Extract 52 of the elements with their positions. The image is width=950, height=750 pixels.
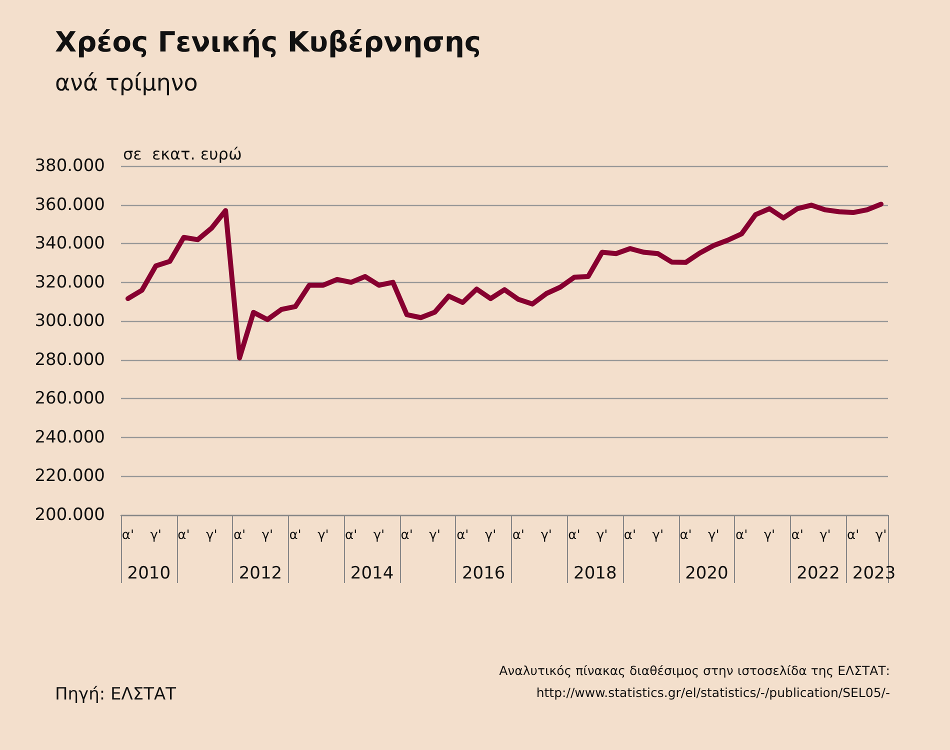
y-tick-label: 360.000 [34, 194, 105, 215]
x2-tick-label: 2014 [350, 564, 394, 584]
text: Αναλυτικός πίνακας διαθέσιμος στην ιστοσελίδα της ΕΛΣΤΑΤ: [499, 663, 890, 678]
y-tick-label: 300.000 [34, 311, 105, 332]
x2-tick-label: 2018 [574, 564, 617, 584]
x-tick-label: α' [400, 528, 413, 543]
text: Πηγή: ΕΛΣΤΑΤ [55, 684, 177, 704]
x-tick-label: α' [289, 528, 302, 543]
y-tick-label: 200.000 [34, 505, 105, 525]
x-tick-label: γ' [373, 528, 385, 543]
x2-tick-label: 2016 [462, 564, 506, 584]
x-tick-label: α' [791, 528, 804, 543]
x-tick-label: α' [512, 528, 525, 543]
x-tick-label: α' [178, 528, 190, 543]
x-tick-label: γ' [206, 528, 218, 543]
x-tick-label: α' [680, 528, 692, 543]
y-tick-label: 320.000 [34, 272, 105, 292]
y-axis-title: σε εκατ. ευρώ [123, 144, 242, 164]
x2-tick-label: 2022 [796, 564, 840, 584]
x-tick-label: α' [122, 528, 134, 543]
x2-tick-label: 2023 [852, 564, 896, 584]
x-tick-label: α' [568, 528, 580, 543]
x2-tick-label: 2020 [685, 564, 728, 584]
x-tick-label: α' [345, 528, 358, 543]
x-tick-label: α' [624, 528, 636, 543]
y-tick-label: 220.000 [34, 466, 105, 486]
x-tick-label: γ' [652, 528, 664, 543]
y-tick-label: 340.000 [34, 234, 105, 254]
x-tick-label: γ' [484, 528, 496, 543]
text: http://www.statistics.gr/el/statistics/-/publication/SEL05/- [536, 685, 890, 700]
x-tick-label: γ' [429, 528, 440, 543]
x-tick-label: γ' [820, 528, 831, 543]
x2-tick-label: 2010 [127, 564, 171, 584]
chart-title: Χρέος Γενικής Κυβέρνησης [55, 26, 482, 58]
y-tick-label: 240.000 [34, 427, 105, 448]
x-tick-label: γ' [764, 528, 776, 543]
x-tick-label: α' [847, 528, 860, 543]
x-tick-label: γ' [150, 528, 162, 543]
x-tick-label: γ' [318, 528, 329, 543]
x2-tick-label: 2012 [238, 564, 282, 584]
x-tick-label: γ' [596, 528, 608, 543]
x-tick-label: γ' [708, 528, 720, 543]
x-tick-label: α' [456, 528, 469, 543]
y-tick-label: 280.000 [34, 350, 105, 370]
y-tick-label: 260.000 [34, 388, 105, 409]
chart-subtitle: ανά τρίμηνο [55, 70, 198, 96]
x-tick-label: γ' [262, 528, 274, 543]
x-tick-label: α' [735, 528, 748, 543]
x-tick-label: γ' [540, 528, 552, 543]
x-tick-label: γ' [875, 528, 887, 543]
y-tick-label: 380.000 [34, 156, 105, 176]
x-tick-label: α' [233, 528, 246, 543]
